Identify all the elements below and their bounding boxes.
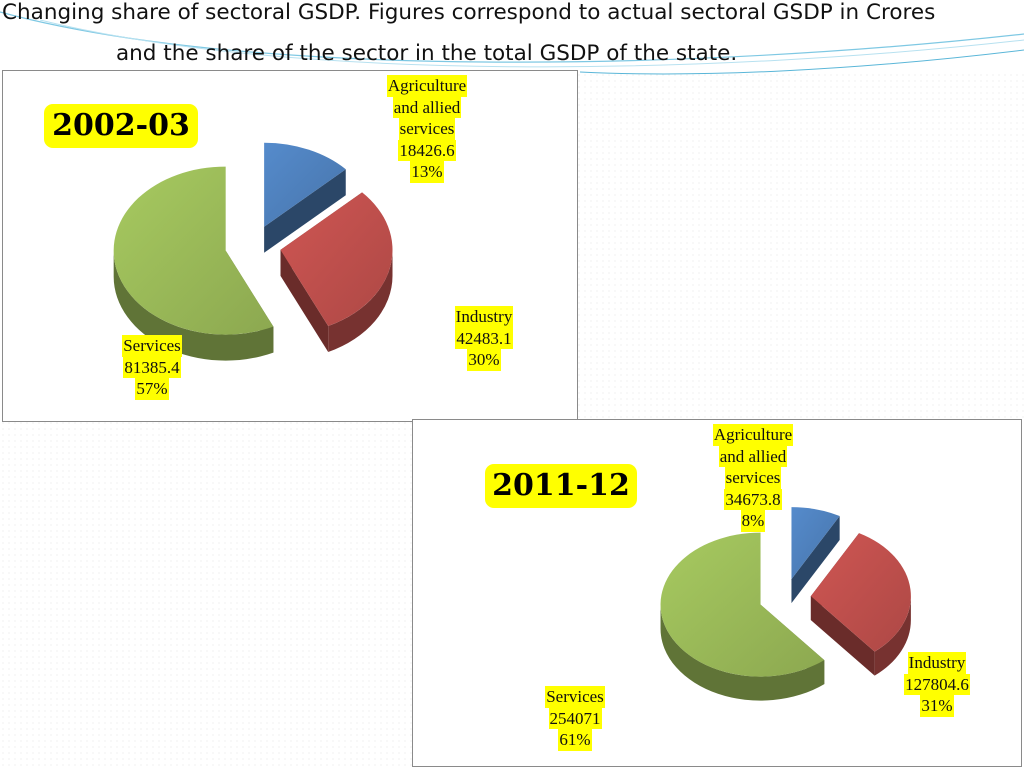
label-services: Services 81385.4 57% [107,335,197,400]
label-percent: 13% [410,161,444,183]
label-percent: 57% [135,378,169,400]
label-percent: 61% [558,729,592,751]
label-agriculture: Agriculture and allied services 18426.6 … [377,75,477,183]
label-value: 34673.8 [724,488,782,510]
slice-industry [810,533,911,676]
chart-panel-2011-12: 2011-12 Agriculture and allied services … [412,419,1022,767]
slice-agriculture [791,507,840,604]
title-line-1: Changing share of sectoral GSDP. Figures… [2,0,936,25]
label-line: Industry [907,652,967,674]
slice-services [113,166,274,361]
label-value: 42483.1 [455,327,513,349]
label-value: 254071 [548,707,602,729]
title-line-2: and the share of the sector in the total… [116,41,738,66]
label-line: services [724,467,782,489]
label-percent: 8% [740,510,766,532]
label-line: and allied [718,445,788,467]
label-line: Agriculture [712,424,794,446]
label-value: 81385.4 [123,356,181,378]
label-percent: 31% [920,695,954,717]
chart-panel-2002-03: 2002-03 Agriculture and allied services … [2,70,578,422]
label-industry: Industry 42483.1 30% [439,306,529,371]
chart-title: 2002-03 [44,104,198,148]
slice-services [660,532,825,701]
label-industry: Industry 127804.6 31% [889,652,985,717]
label-line: and allied [392,96,462,118]
pie-chart-2011-12 [660,507,911,701]
label-line: services [398,118,456,140]
label-value: 18426.6 [398,139,456,161]
chart-title: 2011-12 [485,464,637,508]
label-line: Industry [454,306,514,328]
label-value: 127804.6 [904,673,970,695]
label-line: Agriculture [386,75,468,97]
label-services: Services 254071 61% [529,686,621,751]
label-percent: 30% [467,349,501,371]
pie-chart-2002-03 [113,142,393,361]
label-line: Services [122,335,182,357]
decorative-swoosh [0,11,1024,75]
slice-agriculture [264,142,346,253]
slice-industry [280,192,393,352]
label-line: Services [545,686,605,708]
label-agriculture: Agriculture and allied services 34673.8 … [698,424,808,532]
